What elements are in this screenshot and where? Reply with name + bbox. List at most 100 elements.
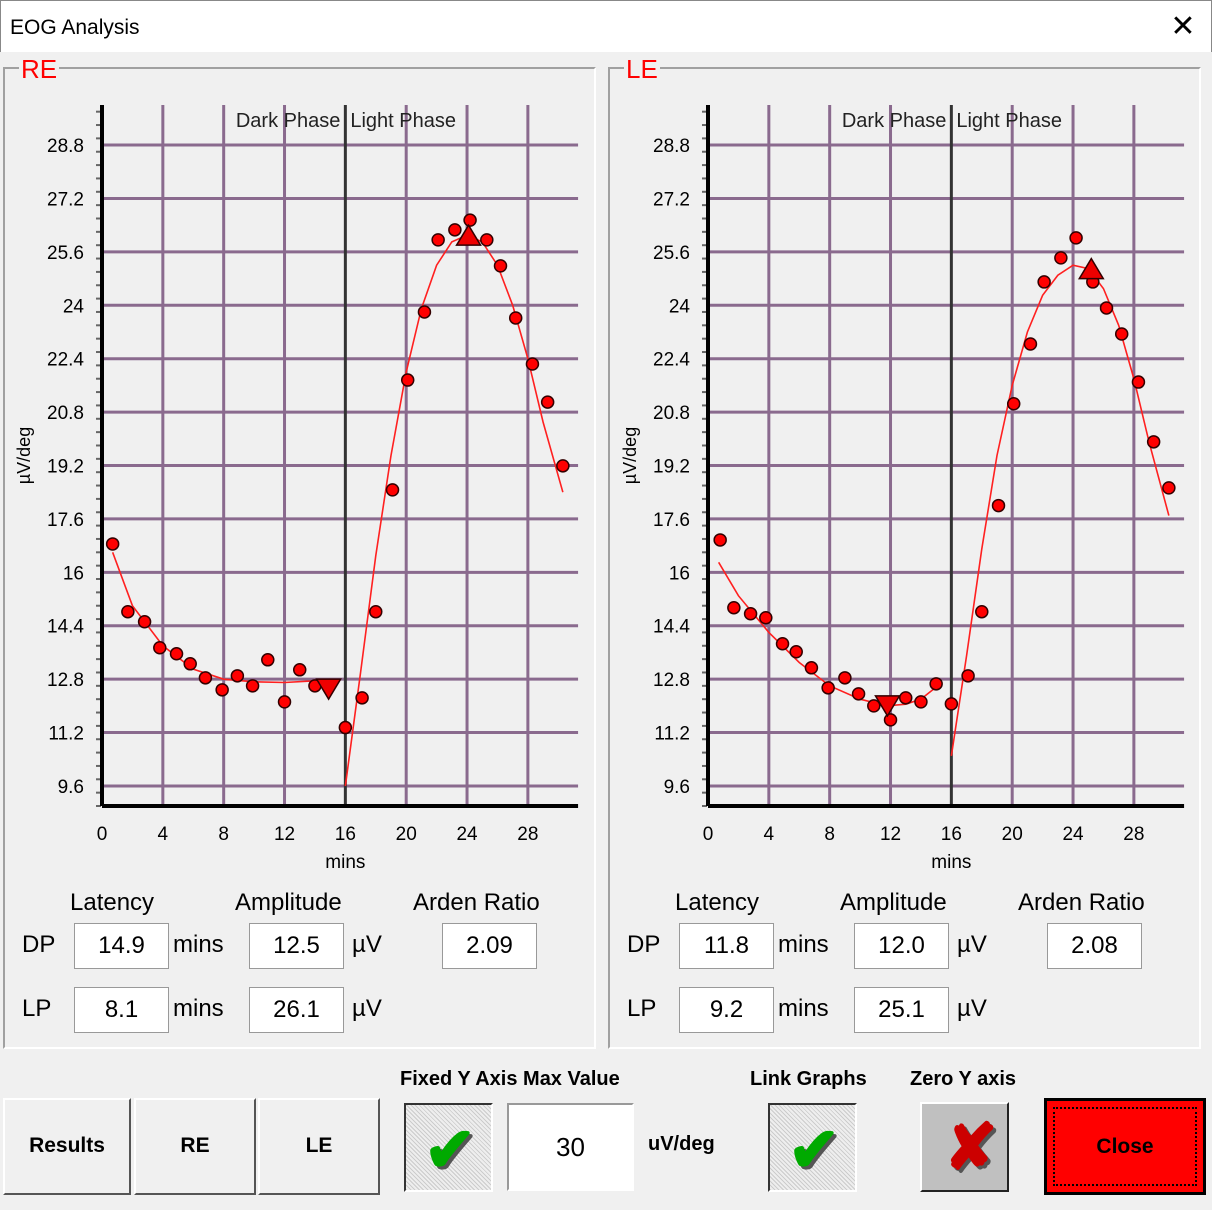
data-point (369, 604, 383, 619)
data-point (169, 647, 184, 661)
data-point (417, 305, 432, 319)
y-axis-label: µV/deg (620, 427, 640, 484)
y-tick-label: 19.2 (47, 457, 84, 478)
le-button[interactable]: LE (258, 1098, 380, 1195)
dp-latency-field[interactable]: 11.8 (679, 923, 774, 969)
data-point (137, 614, 152, 629)
data-point (215, 683, 229, 697)
dark-phase-label: Dark Phase (236, 110, 341, 132)
dark-phase-label: Dark Phase (842, 110, 947, 132)
y-tick-label: 11.2 (48, 724, 84, 745)
x-tick-label: 28 (1123, 824, 1144, 845)
title-bar: EOG Analysis ✕ (0, 0, 1212, 52)
x-tick-label: 28 (517, 824, 538, 845)
arden-ratio-field[interactable]: 2.09 (442, 923, 537, 969)
data-point (540, 395, 555, 409)
lp-label: LP (627, 995, 657, 1022)
lp-amplitude-unit: µV (957, 995, 987, 1022)
lp-latency-field[interactable]: 8.1 (74, 987, 169, 1033)
fixed-y-checkbox[interactable]: ✔ (404, 1103, 493, 1192)
y-tick-label: 25.6 (47, 243, 84, 264)
light-phase-label: Light Phase (956, 110, 1062, 132)
re-label: RE (180, 1134, 210, 1157)
data-point (183, 657, 197, 671)
latency-header: Latency (675, 889, 760, 916)
data-point (245, 679, 260, 693)
y-tick-label: 9.6 (58, 777, 84, 798)
x-tick-label: 24 (1062, 824, 1084, 845)
data-point (867, 699, 881, 713)
lp-latency-field[interactable]: 9.2 (679, 987, 774, 1033)
amplitude-header: Amplitude (235, 889, 342, 916)
amplitude-header: Amplitude (840, 889, 947, 916)
lp-latency-unit: mins (778, 995, 829, 1022)
results-button[interactable]: Results (3, 1098, 131, 1195)
data-point (1099, 301, 1114, 315)
x-mark-icon: ✘ (944, 1111, 998, 1183)
y-tick-label: 25.6 (653, 243, 690, 264)
data-point (991, 498, 1006, 513)
arden-ratio-field[interactable]: 2.08 (1047, 923, 1142, 969)
x-tick-label: 0 (703, 824, 714, 845)
dp-latency-unit: mins (778, 931, 829, 958)
x-tick-label: 4 (158, 824, 169, 845)
lp-amplitude-field[interactable]: 26.1 (249, 987, 344, 1033)
close-button[interactable]: Close (1044, 1098, 1206, 1195)
dp-latency-field[interactable]: 14.9 (74, 923, 169, 969)
panel-le: LE Latency Amplitude Arden Ratio DP 11.8… (608, 55, 1201, 1049)
data-point (851, 687, 866, 701)
y-tick-label: 16 (669, 563, 690, 584)
lp-marker (1077, 257, 1105, 280)
y-tick-label: 28.8 (653, 136, 690, 157)
x-axis-label: mins (931, 852, 971, 873)
data-point (1037, 275, 1051, 289)
data-point (1146, 435, 1161, 449)
data-point (961, 669, 975, 683)
arden-header: Arden Ratio (413, 889, 540, 916)
fixed-y-max-input[interactable]: 30 (507, 1103, 634, 1191)
zero-y-label: Zero Y axis (910, 1068, 1016, 1090)
data-point (929, 677, 943, 691)
data-point (463, 213, 477, 227)
dp-amplitude-field[interactable]: 12.0 (854, 923, 949, 969)
y-tick-label: 19.2 (653, 457, 690, 478)
data-point (153, 641, 167, 655)
link-graphs-checkbox[interactable]: ✔ (768, 1103, 857, 1192)
dp-marker (874, 695, 901, 718)
zero-y-checkbox[interactable]: ✘ (920, 1102, 1009, 1192)
x-tick-label: 12 (880, 824, 901, 845)
arden-header: Arden Ratio (1018, 889, 1145, 916)
x-tick-label: 12 (274, 824, 295, 845)
checkmark-icon: ✔ (788, 1116, 840, 1185)
x-tick-label: 16 (941, 824, 962, 845)
fixed-y-unit: uV/deg (648, 1133, 715, 1155)
fit-curve (950, 264, 1170, 757)
close-icon[interactable]: ✕ (1170, 10, 1196, 43)
data-point (277, 695, 292, 709)
x-tick-label: 0 (97, 824, 108, 845)
results-label: Results (29, 1134, 105, 1157)
fixed-y-label: Fixed Y Axis Max Value (400, 1068, 620, 1090)
data-point (1162, 481, 1176, 495)
data-point (1131, 375, 1146, 389)
x-tick-label: 8 (824, 824, 835, 845)
lp-marker (455, 223, 482, 246)
y-tick-label: 12.8 (47, 670, 84, 691)
panel-title: LE (624, 54, 660, 84)
data-point (1054, 251, 1068, 265)
data-point (1006, 397, 1021, 411)
dp-amplitude-unit: µV (957, 931, 987, 958)
y-tick-label: 17.6 (653, 510, 690, 531)
dp-amplitude-field[interactable]: 12.5 (249, 923, 344, 969)
data-point (898, 691, 913, 705)
data-point (556, 459, 570, 473)
re-button[interactable]: RE (134, 1098, 256, 1195)
y-tick-label: 27.2 (653, 189, 690, 210)
data-point (261, 653, 275, 667)
lp-amplitude-field[interactable]: 25.1 (854, 987, 949, 1033)
eog-chart-re: 9.6 11.2 12.8 14.4 16 17.6 19.2 20.8 22.4 24 25.6 2… (14, 105, 579, 873)
x-tick-label: 16 (335, 824, 356, 845)
y-tick-label: 14.4 (653, 617, 690, 638)
data-point (431, 233, 445, 247)
data-point (198, 671, 213, 685)
